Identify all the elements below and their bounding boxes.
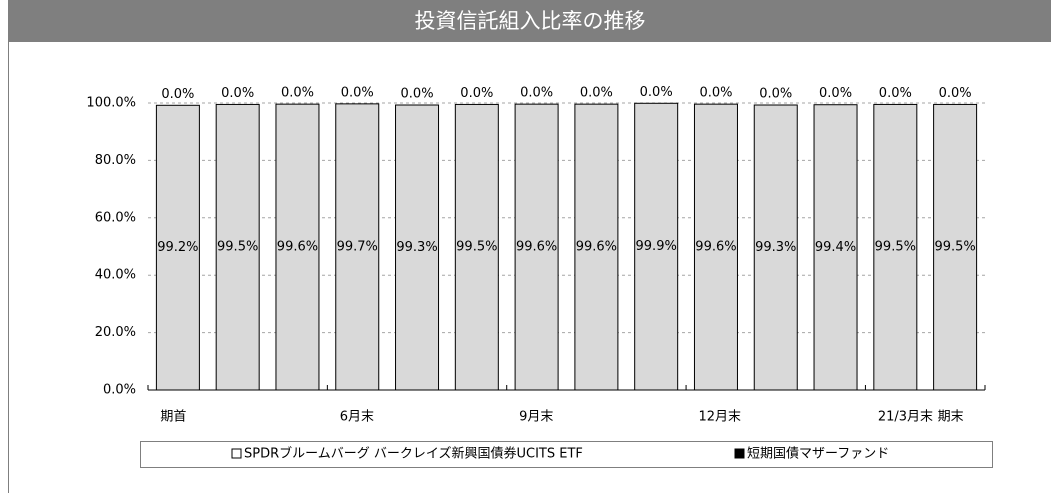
x-tick-label: 12月末 — [698, 410, 741, 425]
bar-segment — [693, 103, 738, 391]
bar-segment — [395, 104, 440, 391]
data-label: 0.0% — [640, 85, 673, 100]
data-label: 0.0% — [699, 86, 732, 101]
data-label: 0.0% — [401, 87, 434, 102]
data-label: 99.6% — [516, 240, 557, 255]
data-label: 0.0% — [759, 87, 792, 102]
y-tick-label: 60.0% — [95, 210, 136, 225]
data-label: 0.0% — [580, 86, 613, 101]
bar-segment — [454, 103, 499, 391]
y-tick-label: 0.0% — [103, 383, 136, 398]
legend-label: 短期国債マザーファンド — [747, 447, 889, 462]
y-tick-label: 40.0% — [95, 268, 136, 283]
bar-segment — [155, 104, 200, 391]
data-label: 99.3% — [396, 240, 437, 255]
bar-segment — [335, 103, 380, 391]
x-tick-label: 期首 — [160, 410, 186, 425]
data-label: 99.9% — [636, 239, 677, 254]
y-tick-label: 20.0% — [95, 325, 136, 340]
data-label: 0.0% — [819, 86, 852, 101]
data-label: 99.6% — [576, 240, 617, 255]
data-label: 0.0% — [221, 86, 254, 101]
data-label: 0.0% — [879, 86, 912, 101]
y-tick-label: 80.0% — [95, 153, 136, 168]
legend-swatch — [231, 448, 242, 459]
bar-segment — [873, 103, 918, 391]
chart-title: 投資信託組入比率の推移 — [415, 9, 646, 33]
legend-label: SPDRブルームバーグ バークレイズ新興国債券UCITS ETF — [244, 446, 583, 462]
legend-swatch — [734, 448, 745, 459]
data-label: 99.3% — [755, 240, 796, 255]
bar-segment — [813, 104, 858, 391]
bar-segment — [514, 103, 559, 391]
data-label: 99.4% — [815, 240, 856, 255]
data-label: 99.5% — [456, 240, 497, 255]
data-label: 0.0% — [460, 86, 493, 101]
x-tick-label: 6月末 — [340, 410, 374, 425]
data-label: 99.5% — [217, 240, 258, 255]
legend-box — [140, 441, 993, 468]
bar-segment — [634, 102, 679, 391]
y-tick-label: 100.0% — [86, 96, 136, 111]
data-label: 0.0% — [939, 86, 972, 101]
title-banner — [8, 0, 1051, 42]
data-label: 99.5% — [934, 240, 975, 255]
data-label: 0.0% — [341, 85, 374, 100]
data-label: 99.5% — [875, 240, 916, 255]
data-label: 0.0% — [281, 86, 314, 101]
data-label: 99.6% — [695, 240, 736, 255]
bar-segment — [574, 103, 619, 391]
data-label: 99.6% — [277, 240, 318, 255]
bar-segment — [933, 103, 978, 391]
data-label: 0.0% — [161, 87, 194, 102]
data-label: 99.7% — [337, 239, 378, 254]
bar-segment — [753, 104, 798, 391]
x-tick-label: 9月末 — [519, 410, 553, 425]
x-tick-label: 21/3月末 — [878, 410, 933, 425]
data-label: 99.2% — [157, 240, 198, 255]
x-tick-label: 期末 — [938, 410, 964, 425]
data-label: 0.0% — [520, 86, 553, 101]
